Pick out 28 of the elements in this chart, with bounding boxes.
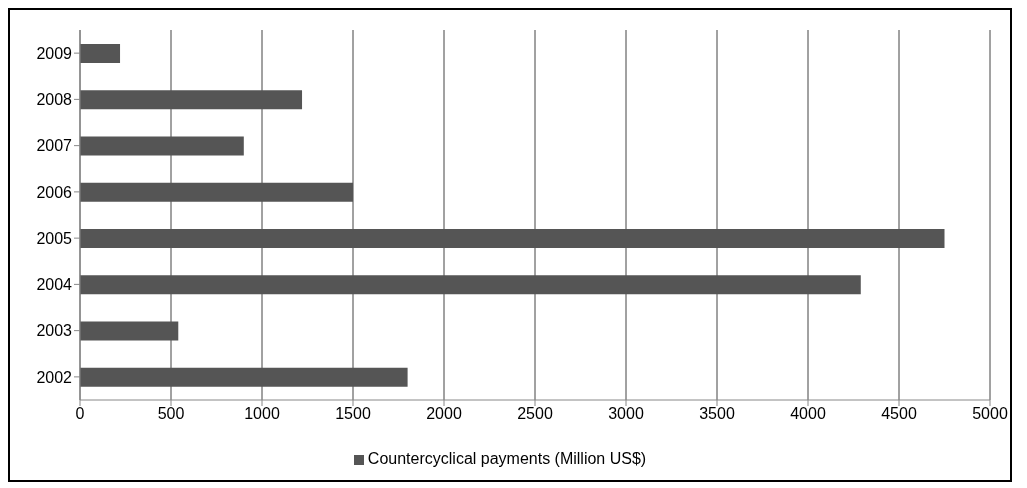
legend-label: Countercyclical payments (Million US$) [367, 450, 647, 467]
x-tick-label: 4000 [790, 405, 826, 423]
x-tick-label: 2500 [517, 405, 553, 423]
y-tick-label: 2002 [36, 368, 73, 386]
bar [80, 182, 353, 202]
bar [80, 275, 861, 295]
bar [80, 90, 303, 110]
bar [80, 367, 408, 387]
y-tick-label: 2008 [36, 91, 73, 109]
y-tick-label: 2004 [36, 276, 73, 294]
x-tick-label: 3000 [608, 405, 644, 423]
x-tick-label: 5000 [972, 405, 1008, 423]
y-tick-label: 2006 [36, 183, 73, 201]
x-tick-label: 1500 [335, 405, 371, 423]
x-tick-label: 4500 [881, 405, 917, 423]
bar [80, 228, 945, 248]
x-tick-label: 3500 [699, 405, 735, 423]
y-tick-label: 2003 [36, 322, 73, 340]
x-tick-label: 500 [157, 405, 185, 423]
y-tick-label: 2009 [36, 44, 73, 62]
x-tick-label: 1000 [244, 405, 280, 423]
bar [80, 321, 179, 341]
x-tick-label: 0 [75, 405, 85, 423]
y-tick-label: 2005 [36, 229, 73, 247]
bar [80, 136, 244, 156]
bar [80, 43, 121, 63]
x-tick-label: 2000 [426, 405, 462, 423]
y-tick-label: 2007 [36, 137, 73, 155]
